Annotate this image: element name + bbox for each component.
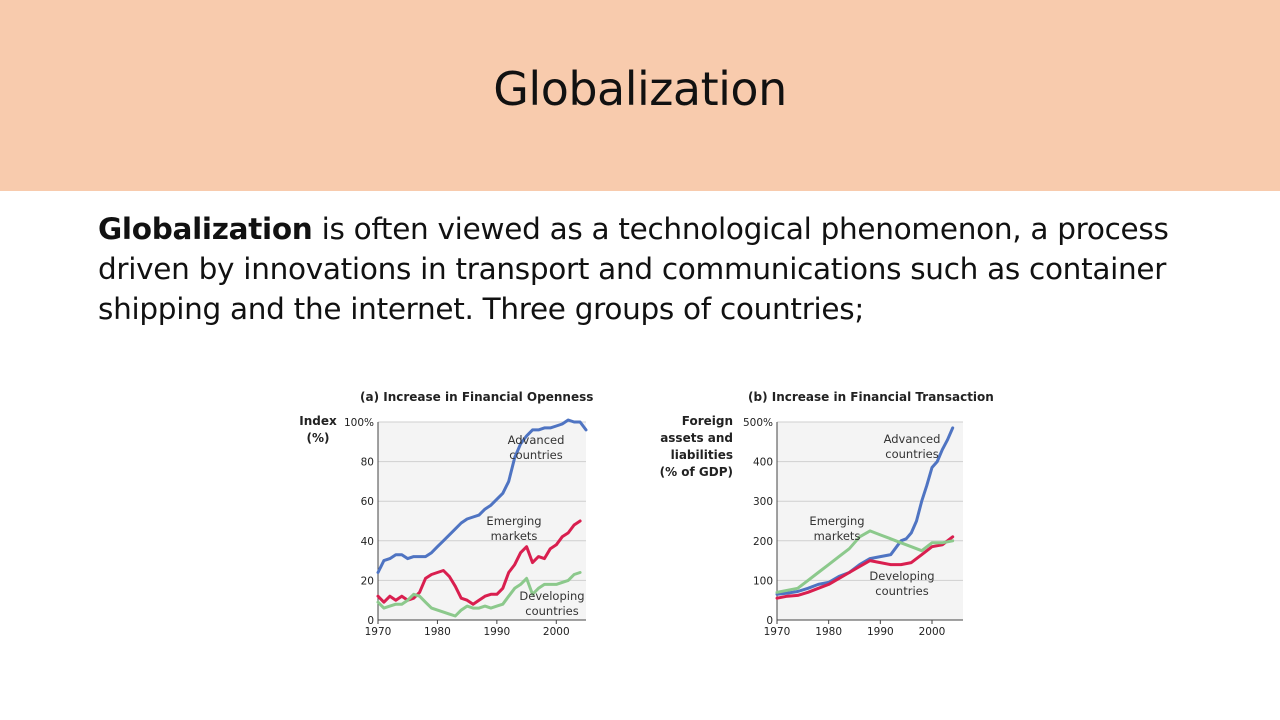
y-axis-label-line: (% of GDP) — [660, 465, 733, 479]
y-tick-label: 0 — [766, 615, 773, 627]
y-tick-label: 0 — [367, 615, 374, 627]
series-line-emerging-markets — [775, 535, 955, 600]
y-tick-label: 100% — [344, 417, 374, 429]
y-tick-label: 100 — [753, 575, 773, 587]
series-label-emerging-markets: markets — [814, 529, 861, 543]
series-line-developing-countries — [376, 571, 582, 618]
series-label-advanced-countries: countries — [885, 447, 938, 461]
x-tick-label: 2000 — [543, 626, 570, 638]
series-label-advanced-countries: Advanced — [508, 433, 565, 447]
series-label-advanced-countries: countries — [509, 448, 562, 462]
y-tick-label: 40 — [361, 536, 374, 548]
x-tick-label: 2000 — [919, 626, 946, 638]
series-line-advanced-countries — [376, 418, 588, 574]
x-tick-label: 1970 — [764, 626, 791, 638]
y-axis-label-line: (%) — [307, 431, 330, 445]
x-tick-label: 1990 — [483, 626, 510, 638]
chart-title: (b) Increase in Financial Transaction — [748, 390, 994, 404]
slide-body-text: Globalization is often viewed as a techn… — [98, 209, 1208, 329]
y-tick-label: 80 — [361, 457, 374, 469]
series-line-emerging-markets — [376, 519, 582, 606]
y-tick-label: 60 — [361, 496, 374, 508]
title-band — [0, 0, 1280, 191]
x-tick-label: 1990 — [867, 626, 894, 638]
x-tick-label: 1980 — [424, 626, 451, 638]
x-tick-label: 1980 — [815, 626, 842, 638]
y-tick-label: 400 — [753, 457, 773, 469]
series-label-emerging-markets: markets — [491, 529, 538, 543]
series-label-emerging-markets: Emerging — [486, 514, 541, 528]
plot-background — [378, 422, 586, 620]
series-label-emerging-markets: Emerging — [809, 514, 864, 528]
y-axis-label-line: assets and — [660, 431, 733, 445]
y-tick-label: 300 — [753, 496, 773, 508]
y-axis-label-line: liabilities — [671, 448, 733, 462]
series-line-advanced-countries — [775, 426, 955, 596]
body-rest-text: is often viewed as a technological pheno… — [98, 212, 1169, 326]
y-axis-label-line: Foreign — [682, 414, 733, 428]
y-tick-label: 500% — [743, 417, 773, 429]
slide-title: Globalization — [493, 62, 787, 116]
series-line-developing-countries — [775, 529, 955, 594]
chart-title: (a) Increase in Financial Openness — [360, 390, 593, 404]
series-label-advanced-countries: Advanced — [884, 432, 941, 446]
series-label-developing-countries: countries — [875, 584, 928, 598]
series-label-developing-countries: Developing — [869, 569, 934, 583]
body-bold-term: Globalization — [98, 212, 313, 246]
series-label-developing-countries: countries — [525, 604, 578, 618]
chart-financial-transaction: (b) Increase in Financial Transaction 0 10… — [660, 390, 994, 638]
y-tick-label: 200 — [753, 536, 773, 548]
y-tick-label: 20 — [361, 575, 374, 587]
y-axis-label-line: Index — [299, 414, 337, 428]
chart-financial-openness: (a) Increase in Financial Openness 0 20 40 6… — [299, 390, 593, 638]
series-label-developing-countries: Developing — [519, 589, 584, 603]
x-tick-label: 1970 — [365, 626, 392, 638]
